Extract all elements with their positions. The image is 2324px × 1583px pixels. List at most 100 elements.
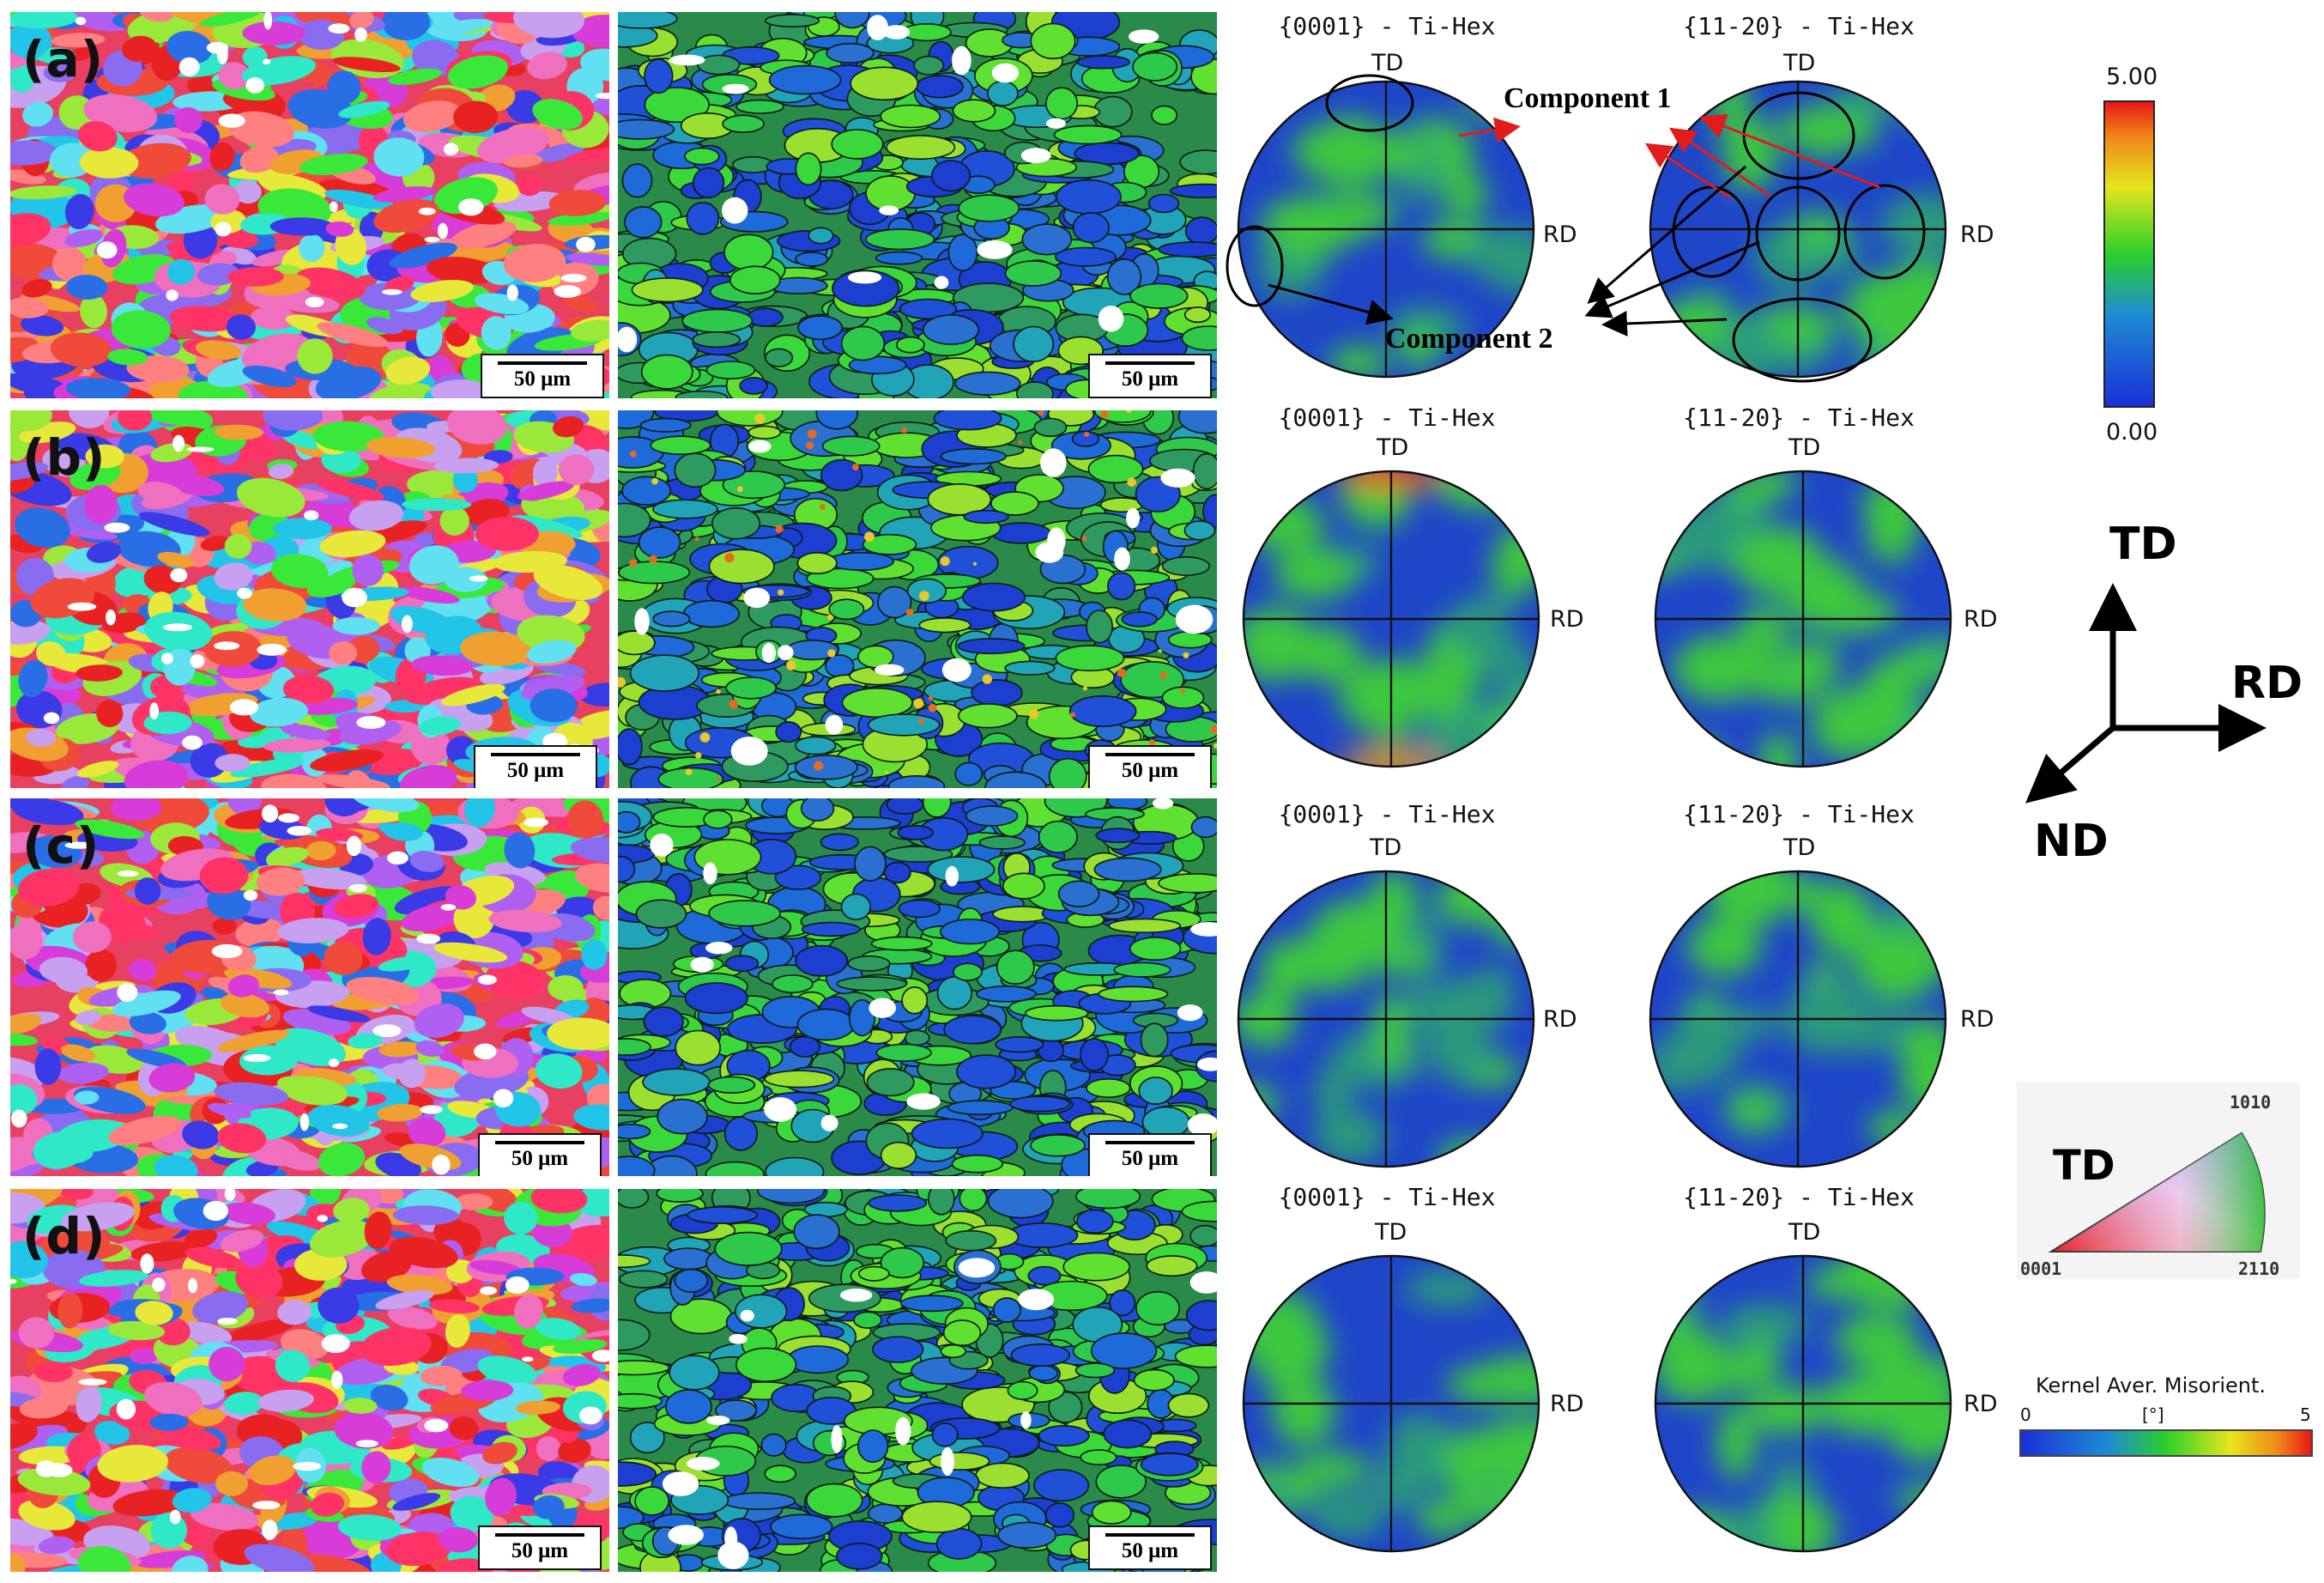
nd-axis-arrow xyxy=(2025,725,2115,804)
kam-grain xyxy=(618,1254,651,1269)
ipf-grain xyxy=(215,1471,248,1496)
ipf-grain xyxy=(69,410,110,428)
unindexed-spot xyxy=(941,1447,954,1476)
unindexed-spot xyxy=(172,434,185,452)
pf-intensity-blob xyxy=(1655,1330,1734,1404)
kam-grain xyxy=(639,417,692,433)
ipf-grain xyxy=(266,846,310,866)
pf-intensity-blob xyxy=(1794,102,1853,158)
ipf-grain xyxy=(96,700,124,728)
ipf-grain xyxy=(26,729,56,747)
ipf-grain xyxy=(33,1362,73,1383)
ipf-grain xyxy=(511,515,584,538)
ipf-grain xyxy=(209,1346,245,1382)
kam-grain xyxy=(716,410,784,427)
kam-grain xyxy=(1086,610,1114,644)
unindexed-spot xyxy=(372,1024,402,1038)
high-kam-spot xyxy=(827,649,836,658)
kam-grain xyxy=(703,810,733,829)
ipf-grain xyxy=(51,247,88,282)
kam-legend-title: Kernel Aver. Misorient. xyxy=(2036,1374,2267,1398)
kam-grain xyxy=(957,638,1026,655)
ipf-grain xyxy=(428,1299,480,1313)
kam-grain xyxy=(705,361,756,380)
ipf-grain xyxy=(38,1536,75,1555)
high-kam-spot xyxy=(806,441,814,450)
unindexed-spot xyxy=(36,1460,57,1477)
kam-grain xyxy=(927,856,996,883)
ipf-grain xyxy=(144,611,213,652)
unindexed-spot xyxy=(304,510,319,521)
kam-grain xyxy=(1080,1449,1117,1466)
kam-grain xyxy=(827,552,894,572)
ipf-grain xyxy=(75,819,145,840)
kam-grain xyxy=(853,1311,882,1329)
ipf-grain xyxy=(329,641,358,665)
pf-intensity-blob xyxy=(1716,1404,1756,1481)
ipf-grain xyxy=(293,868,367,890)
kam-grain xyxy=(1190,816,1217,839)
pf-intensity-blob xyxy=(1427,1009,1491,1083)
pf-intensity-blob xyxy=(1724,1505,1773,1551)
kam-grain xyxy=(806,1483,863,1518)
unindexed-spot xyxy=(237,587,252,599)
unindexed-spot xyxy=(216,44,228,64)
kam-grain xyxy=(913,55,945,76)
ipf-grain xyxy=(36,641,66,666)
ipf-grain xyxy=(281,430,324,450)
kam-grain xyxy=(631,277,704,303)
unindexed-spot xyxy=(243,1053,271,1063)
ipf-grain xyxy=(427,257,499,285)
kam-grain xyxy=(1189,1224,1217,1247)
pf-rd-label: RD xyxy=(1550,606,1584,633)
kam-grain xyxy=(1048,1391,1083,1423)
ipf-grain xyxy=(306,840,336,861)
ipf-grain xyxy=(72,921,112,954)
ipf-grain xyxy=(461,1380,514,1402)
kam-grain xyxy=(840,325,886,361)
kam-grain xyxy=(906,578,947,604)
kam-grain xyxy=(1033,417,1068,438)
pole-figure-c-0001 xyxy=(1237,870,1535,1168)
ipf-grain xyxy=(485,960,545,1000)
high-kam-spot xyxy=(1159,671,1167,679)
kam-grain xyxy=(928,1189,955,1216)
pf-intensity-blob xyxy=(1371,992,1411,1071)
ipf-grain xyxy=(337,1514,402,1541)
ipf-grain xyxy=(124,183,185,217)
pf-intensity-blob xyxy=(1474,965,1515,1028)
ipf-grain xyxy=(455,1193,493,1210)
unindexed-spot xyxy=(1153,798,1174,810)
ipf-grain xyxy=(39,956,88,984)
unindexed-spot xyxy=(522,1356,534,1362)
high-kam-spot xyxy=(778,589,784,596)
ipf-grain xyxy=(79,147,139,179)
kam-grain xyxy=(887,775,946,788)
kam-grain xyxy=(674,1268,709,1293)
ipf-grain xyxy=(239,145,279,173)
kam-grain xyxy=(959,1189,988,1212)
kam-grain xyxy=(1140,1453,1199,1477)
ipf-grain xyxy=(10,185,77,200)
ipf-grain xyxy=(382,1063,419,1080)
unindexed-spot xyxy=(977,240,1013,259)
ipf-grain xyxy=(410,279,474,302)
ipf-grain xyxy=(366,437,436,458)
ipf-grain xyxy=(453,100,499,134)
ipf-grain xyxy=(86,542,122,563)
kam-grain xyxy=(1087,454,1144,484)
pf-title-a-0001: {0001} - Ti-Hex xyxy=(1278,12,1496,40)
ipf-grain xyxy=(553,1338,608,1355)
kam-grain xyxy=(895,336,925,354)
unindexed-spot xyxy=(382,288,402,295)
panel-label-b: (b) xyxy=(22,428,106,487)
ipf-grain xyxy=(327,70,361,105)
ipf-grain xyxy=(415,1040,445,1057)
kam-grain xyxy=(618,1155,656,1176)
kam-grain xyxy=(820,458,863,492)
ipf-grain xyxy=(76,1386,102,1422)
ipf-grain xyxy=(535,1053,583,1089)
kam-grain xyxy=(1174,1344,1217,1368)
kam-grain xyxy=(933,410,1002,431)
high-kam-spot xyxy=(807,429,817,439)
